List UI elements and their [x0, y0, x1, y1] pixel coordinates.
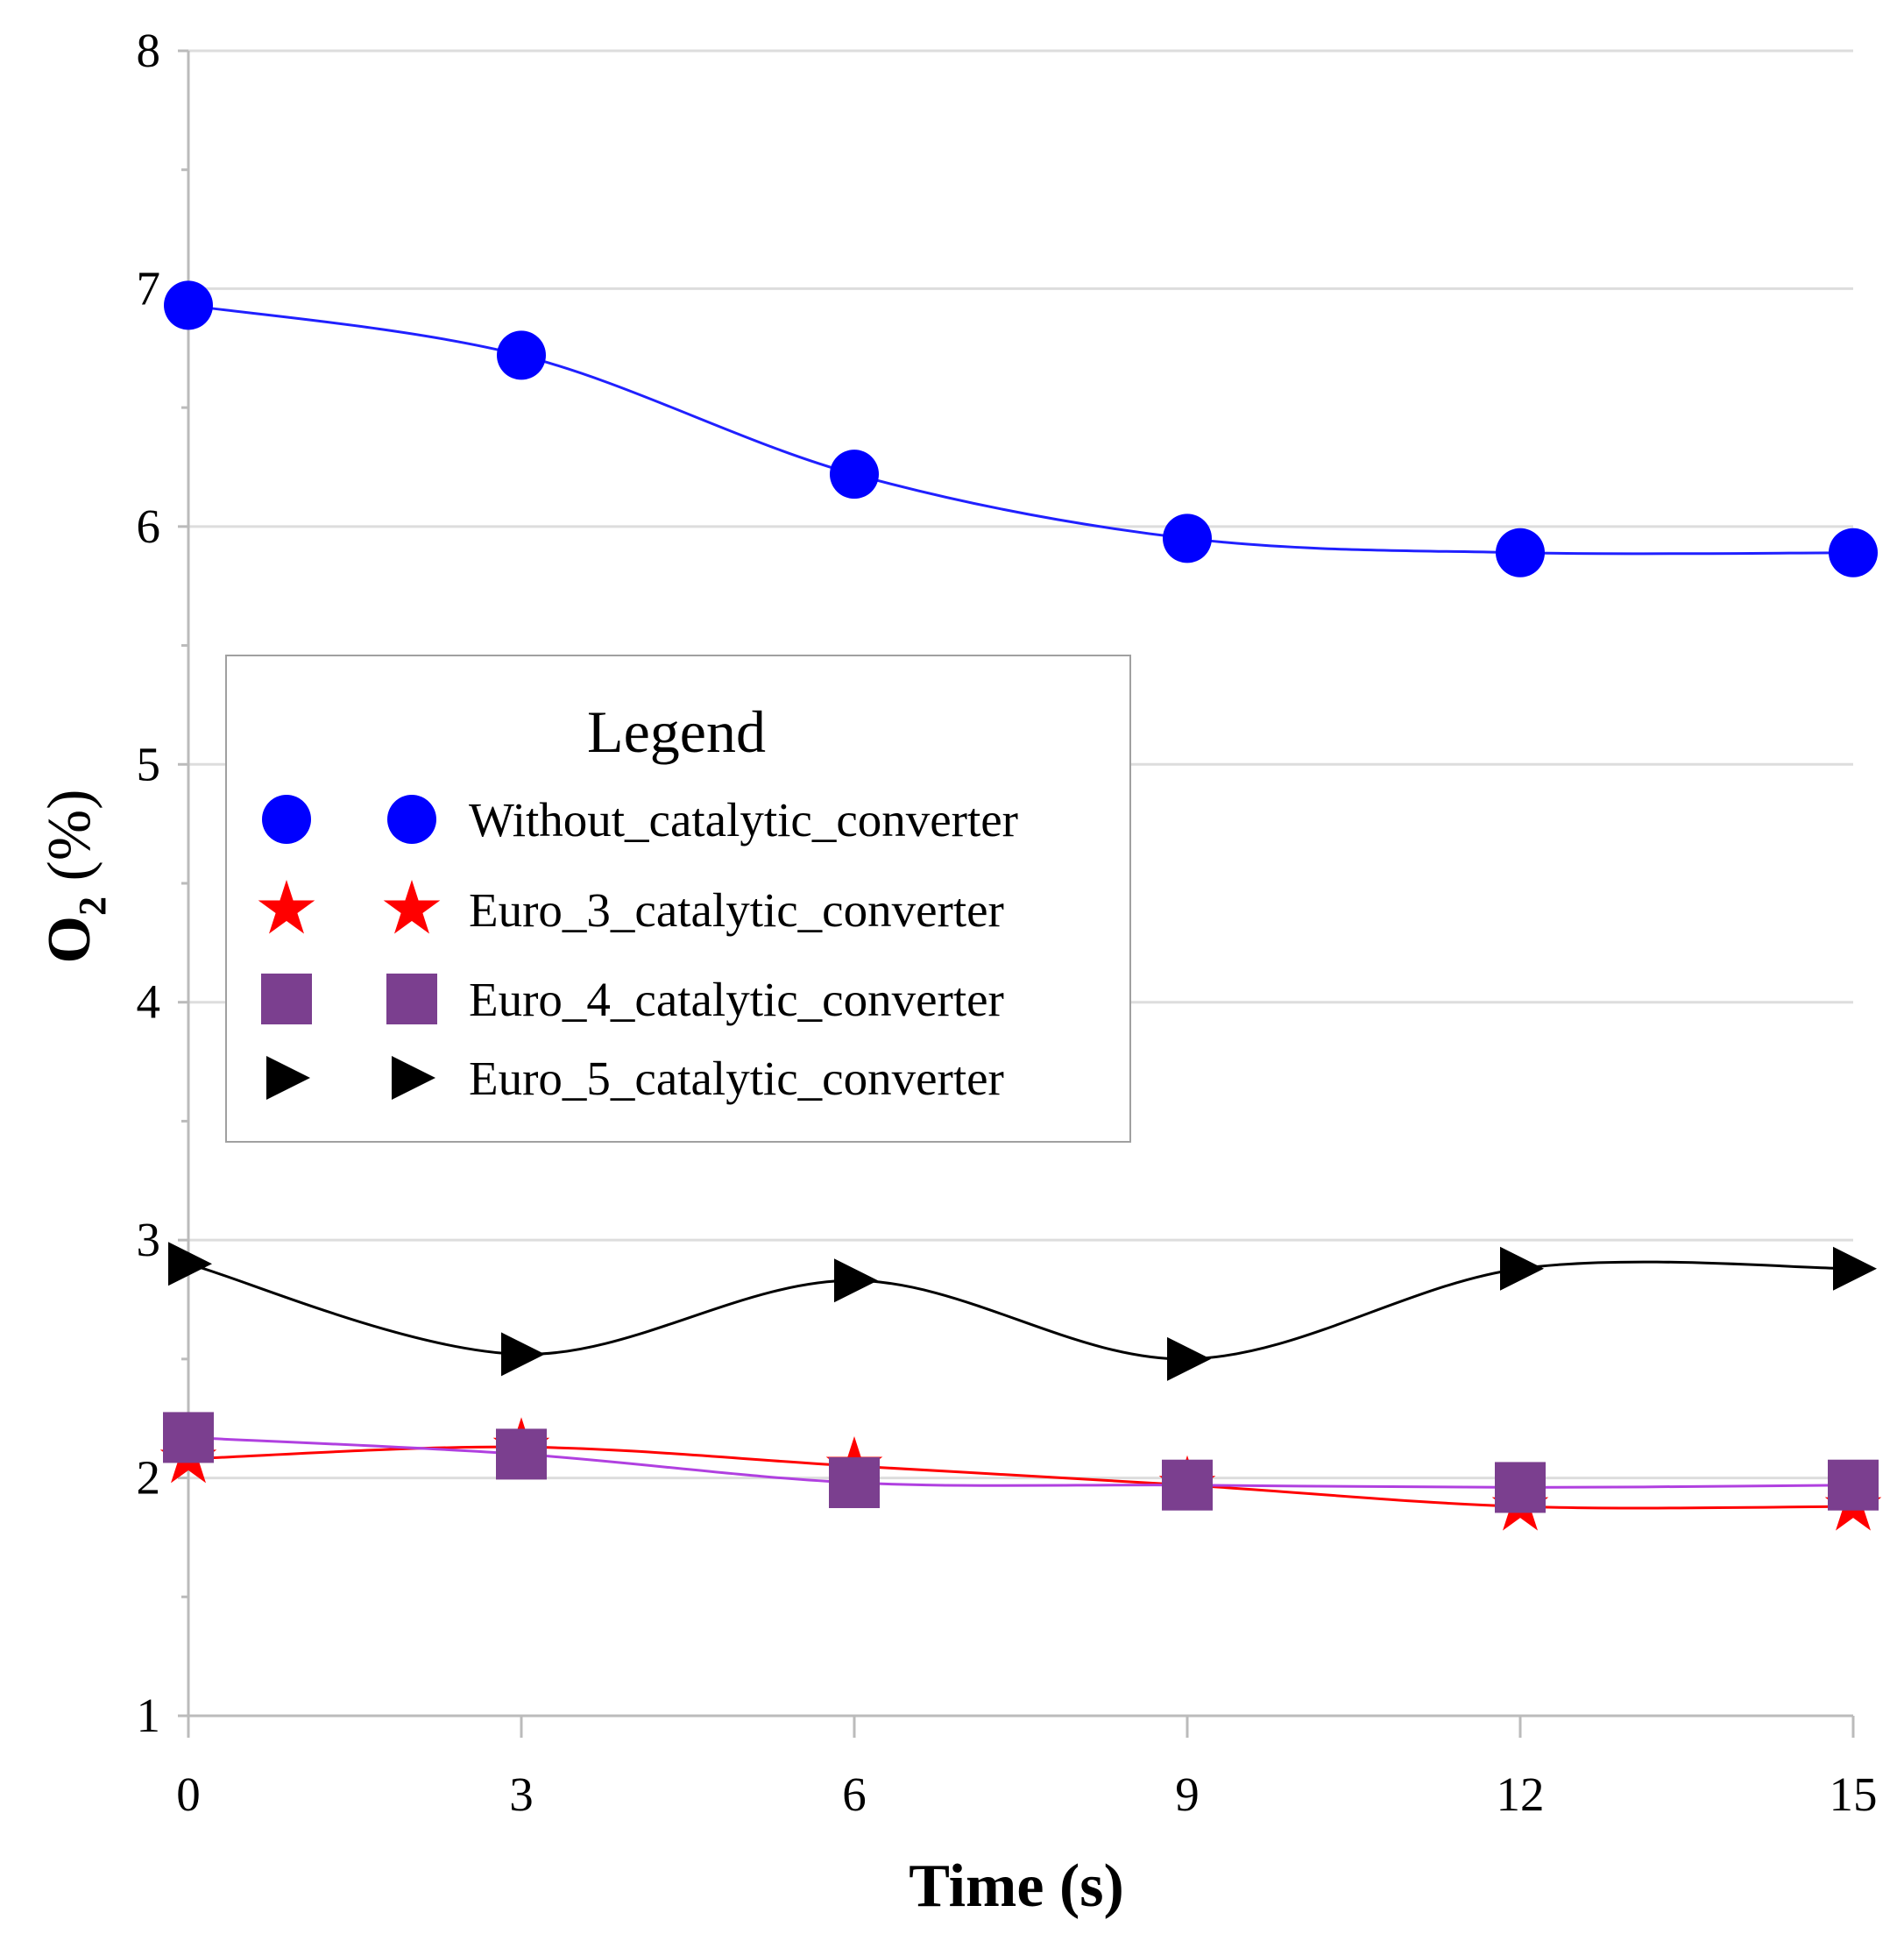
y-tick-label: 6 [137, 499, 161, 553]
legend-marker-star [258, 880, 315, 934]
legend-label: Euro_5_catalytic_converter [469, 1052, 1004, 1105]
series-group [159, 280, 1882, 1531]
legend-entry: Euro_3_catalytic_converter [258, 880, 1004, 937]
legend-marker-circle [262, 795, 311, 844]
data-point-circle [1829, 528, 1878, 577]
legend-marker-triangle [392, 1056, 435, 1100]
x-tick-label: 12 [1497, 1767, 1545, 1821]
legend-marker-square [261, 974, 312, 1024]
series-circle [164, 280, 1878, 577]
data-point-square [163, 1412, 214, 1463]
data-point-triangle [834, 1258, 878, 1303]
x-tick-label: 3 [509, 1767, 534, 1821]
legend-title: Legend [587, 698, 766, 765]
y-tick-label: 2 [137, 1451, 161, 1505]
legend-label: Euro_3_catalytic_converter [469, 883, 1004, 937]
series-star [159, 1417, 1882, 1531]
series-square [163, 1412, 1879, 1513]
y-tick-label: 5 [137, 737, 161, 790]
x-tick-label: 9 [1175, 1767, 1200, 1821]
legend-marker-star [383, 880, 441, 934]
legend-box [225, 655, 1131, 1143]
y-tick-label: 1 [137, 1689, 161, 1742]
x-tick-label: 6 [842, 1767, 867, 1821]
data-point-circle [830, 450, 879, 499]
data-point-square [496, 1428, 547, 1480]
data-point-circle [1496, 528, 1545, 577]
series-triangle [168, 1242, 1877, 1381]
data-point-circle [1163, 514, 1212, 563]
legend-label: Euro_4_catalytic_converter [469, 973, 1004, 1026]
y-tick-label: 8 [137, 24, 161, 77]
series-line [188, 1260, 1854, 1361]
series-line [188, 1435, 1854, 1489]
y-axis-title: O2 (%) [36, 790, 114, 964]
y-tick-label: 7 [137, 261, 161, 315]
x-tick-label: 0 [176, 1767, 201, 1821]
legend-marker-triangle [266, 1056, 310, 1100]
data-point-triangle [501, 1332, 545, 1377]
data-point-triangle [1833, 1246, 1877, 1291]
data-point-square [829, 1457, 880, 1508]
legend-marker-square [386, 974, 437, 1024]
data-point-triangle [1167, 1336, 1211, 1381]
legend-entry: Euro_4_catalytic_converter [261, 973, 1004, 1026]
series-line [188, 1445, 1854, 1510]
y-tick-label: 3 [137, 1213, 161, 1266]
legend-entry: Euro_5_catalytic_converter [266, 1052, 1004, 1105]
x-tick-label: 15 [1830, 1767, 1878, 1821]
data-point-circle [497, 330, 546, 380]
data-point-square [1495, 1462, 1546, 1513]
series-line [188, 303, 1854, 556]
legend-entry: Without_catalytic_converter [262, 793, 1018, 847]
y-tick-label: 4 [137, 975, 161, 1029]
legend-marker-circle [387, 795, 436, 844]
legend-entries: Without_catalytic_converter Euro_3_cataly… [258, 793, 1018, 1105]
x-axis-title: Time (s) [909, 1852, 1124, 1920]
data-point-circle [164, 280, 213, 330]
data-point-square [1828, 1459, 1879, 1511]
legend: Legend Without_catalytic_converter Euro_3… [225, 655, 1131, 1143]
data-point-square [1162, 1459, 1213, 1511]
data-point-triangle [1500, 1246, 1544, 1291]
data-point-triangle [168, 1242, 212, 1286]
legend-label: Without_catalytic_converter [469, 793, 1018, 847]
